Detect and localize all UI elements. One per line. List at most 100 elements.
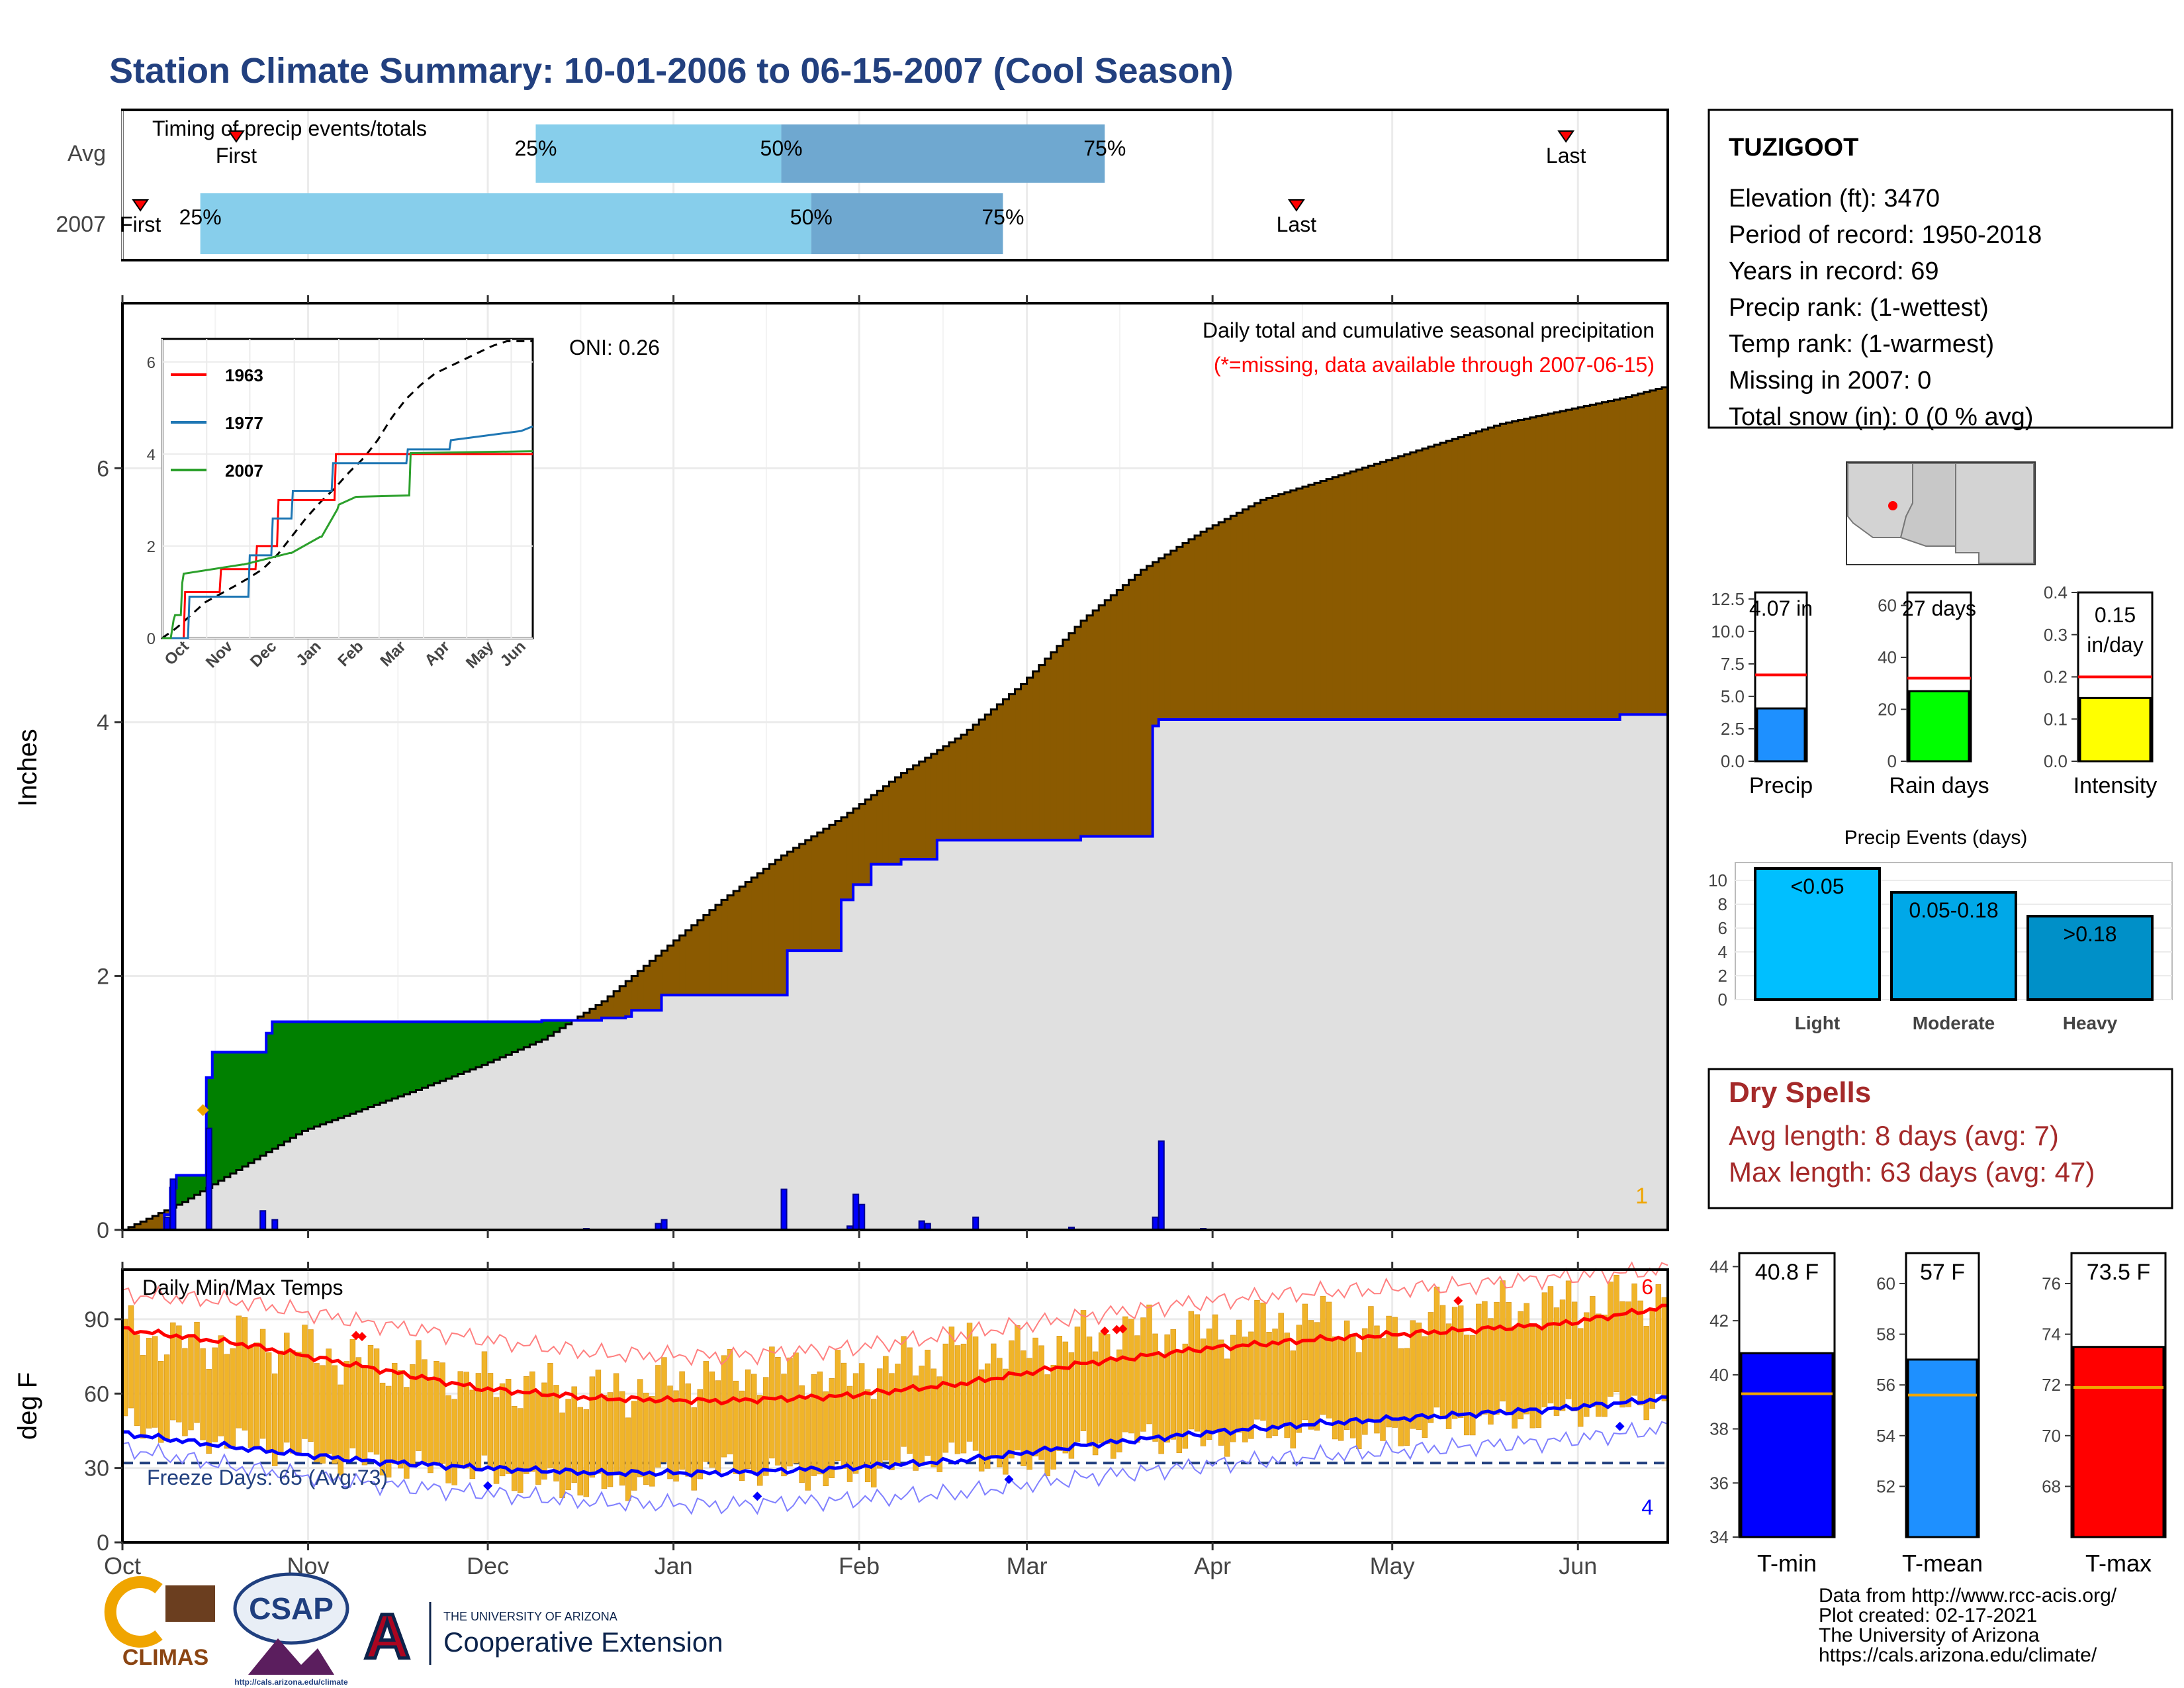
pevents-bar-Heavy xyxy=(2026,915,2154,1001)
inset-avg-dashed-line xyxy=(161,340,533,639)
temp-daily-bar-222 xyxy=(1451,1307,1458,1419)
precip-events-chart: Precip Events (days) 0 2 4 6 8 10 <0.05 Light 0.… xyxy=(1708,827,2173,1033)
temp-daily-bar-186 xyxy=(1236,1319,1242,1433)
temp-daily-bar-231 xyxy=(1506,1302,1512,1415)
tsum-ytick-label-2-1: 70 xyxy=(2042,1426,2061,1446)
temp-daily-bar-170 xyxy=(1140,1317,1146,1432)
inset-ytick-label-1: 2 xyxy=(147,538,156,556)
psum-category-1: Rain days xyxy=(1889,773,1989,798)
temp-daily-bar-95 xyxy=(691,1407,697,1491)
precip-chart-title: Daily total and cumulative seasonal prec… xyxy=(1203,318,1655,342)
temp-daily-bar-22 xyxy=(253,1342,260,1447)
temp-daily-bar-172 xyxy=(1152,1333,1158,1442)
month-label-May: May xyxy=(1370,1552,1415,1579)
temp-daily-bar-21 xyxy=(248,1346,254,1448)
temp-daily-bar-31 xyxy=(308,1329,314,1442)
tsum-category-0: T-min xyxy=(1757,1550,1817,1577)
psum-ytick-label-0-2: 5.0 xyxy=(1721,686,1745,706)
temp-daily-bar-237 xyxy=(1541,1292,1548,1407)
precip-daily-bar-10 xyxy=(852,1194,860,1231)
psum-ytick-label-0-0: 0.0 xyxy=(1721,751,1745,771)
temp-daily-bar-206 xyxy=(1356,1352,1362,1449)
record-low-count: 4 xyxy=(1641,1495,1653,1519)
temp-daily-bar-96 xyxy=(697,1389,703,1479)
temp-daily-bar-13 xyxy=(200,1348,206,1440)
tsum-category-2: T-max xyxy=(2085,1550,2152,1577)
temp-daily-bar-105 xyxy=(751,1374,757,1473)
psum-ytick-label-1-1: 20 xyxy=(1878,700,1897,720)
temp-daily-bar-253 xyxy=(1637,1300,1643,1406)
temp-daily-bar-85 xyxy=(631,1401,637,1491)
temp-daily-bar-38 xyxy=(349,1338,356,1448)
temp-daily-bar-39 xyxy=(355,1357,362,1460)
temp-daily-bar-77 xyxy=(583,1409,590,1497)
pevents-bar-label-2: >0.18 xyxy=(2064,922,2117,946)
temp-daily-bar-42 xyxy=(373,1348,380,1455)
temp-daily-bar-70 xyxy=(541,1382,547,1480)
psum-bar-Precip xyxy=(1756,707,1806,763)
temp-daily-bar-202 xyxy=(1332,1336,1338,1440)
precip-ytick-label-0: 0 xyxy=(97,1218,109,1243)
temp-daily-bar-243 xyxy=(1577,1328,1584,1427)
precip-avg-cumulative-line xyxy=(122,385,1669,1231)
temp-daily-bar-171 xyxy=(1146,1304,1152,1425)
tsum-category-1: T-mean xyxy=(1902,1550,1983,1577)
map-state-new-mexico xyxy=(1955,463,2034,564)
temp-daily-bar-201 xyxy=(1326,1301,1332,1419)
month-label-Feb: Feb xyxy=(839,1552,880,1579)
temp-daily-bar-216 xyxy=(1416,1322,1422,1430)
tsum-ytick-label-0-4: 42 xyxy=(1709,1311,1729,1331)
temp-daily-bar-133 xyxy=(919,1366,925,1466)
temp-daily-bar-114 xyxy=(805,1398,811,1491)
temp-daily-bar-7 xyxy=(164,1354,170,1440)
temp-daily-bar-90 xyxy=(661,1357,667,1463)
tsum-ytick-label-2-3: 74 xyxy=(2042,1325,2061,1344)
timing-label-first-0: First xyxy=(216,144,257,167)
temp-daily-bar-49 xyxy=(416,1340,422,1451)
temp-daily-bar-225 xyxy=(1470,1335,1476,1436)
inset-ytick-label-3: 6 xyxy=(147,354,156,372)
tsum-ytick-label-1-3: 58 xyxy=(1876,1325,1895,1344)
temp-daily-bar-84 xyxy=(625,1417,631,1501)
month-label-Mar: Mar xyxy=(1007,1552,1048,1579)
pevents-ytick-label-1: 2 xyxy=(1718,966,1727,986)
precip-daily-bar-7 xyxy=(660,1219,668,1231)
record-low-marker-1 xyxy=(752,1491,762,1501)
temp-daily-bar-240 xyxy=(1559,1299,1566,1411)
avg-min-line xyxy=(122,1395,1668,1478)
temp-daily-bar-123 xyxy=(858,1363,865,1468)
temp-daily-bar-132 xyxy=(913,1375,919,1471)
temp-daily-bar-127 xyxy=(883,1356,889,1461)
tsum-ytick-label-0-2: 38 xyxy=(1709,1419,1729,1439)
timing-label-50-0: 50% xyxy=(760,136,803,160)
record-high-marker-4 xyxy=(1118,1324,1128,1334)
temp-daily-bar-17 xyxy=(224,1354,230,1449)
temp-daily-bar-151 xyxy=(1026,1358,1032,1470)
temp-daily-bar-137 xyxy=(942,1343,949,1453)
tsum-ytick-label-0-5: 44 xyxy=(1709,1256,1729,1276)
temp-daily-bar-30 xyxy=(302,1325,308,1439)
precip-panel: 0 2 4 6 Daily total and cumulative seasonal… xyxy=(13,295,1669,1243)
temp-daily-bar-3 xyxy=(140,1355,146,1439)
csap-cloud xyxy=(233,1572,349,1645)
psum-ytick-label-0-5: 12.5 xyxy=(1711,589,1745,609)
temp-daily-bar-45 xyxy=(391,1363,398,1464)
temp-daily-bar-250 xyxy=(1619,1301,1625,1408)
temp-daily-bar-46 xyxy=(398,1370,404,1469)
timing-marker-last-1 xyxy=(1287,199,1305,212)
temp-daily-bar-213 xyxy=(1398,1348,1404,1446)
temp-daily-bar-184 xyxy=(1224,1358,1230,1457)
inset-legend-label-2007: 2007 xyxy=(225,461,263,481)
station-info-frame xyxy=(1707,109,2173,429)
temp-daily-bar-73 xyxy=(559,1412,565,1499)
temp-daily-bar-108 xyxy=(769,1346,775,1459)
csap-logo-text: CSAP xyxy=(249,1591,334,1626)
temp-daily-bar-153 xyxy=(1038,1345,1044,1460)
psum-ytick-label-1-3: 60 xyxy=(1878,596,1897,616)
university-of-arizona-logo: A THE UNIVERSITY OF ARIZONA Cooperative … xyxy=(363,1600,723,1674)
temp-daily-bar-53 xyxy=(439,1362,445,1464)
inset-ytick-label-0: 0 xyxy=(147,630,156,648)
temp-daily-bar-196 xyxy=(1296,1325,1302,1433)
station-line-snow: Total snow (in): 0 (0 % avg) xyxy=(1729,403,2033,431)
